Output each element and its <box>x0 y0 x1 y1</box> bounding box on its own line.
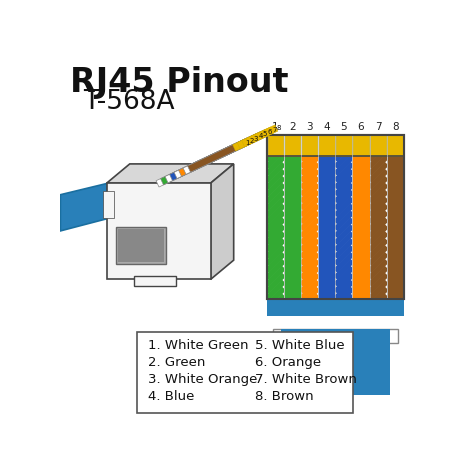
Text: RJ45 Pinout: RJ45 Pinout <box>70 66 288 99</box>
Bar <box>284 156 301 299</box>
Text: 6. Orange: 6. Orange <box>255 356 321 369</box>
Text: 4. Blue: 4. Blue <box>148 390 195 403</box>
Bar <box>137 332 353 413</box>
Polygon shape <box>165 140 245 183</box>
Text: 7. White Brown: 7. White Brown <box>255 373 357 386</box>
Text: 5: 5 <box>341 122 347 132</box>
Bar <box>353 156 370 299</box>
Polygon shape <box>156 145 236 187</box>
Polygon shape <box>183 132 263 174</box>
Text: 6: 6 <box>267 129 272 135</box>
Text: 3. White Orange: 3. White Orange <box>148 373 257 386</box>
Text: 4: 4 <box>258 134 263 139</box>
Text: 1. White Green: 1. White Green <box>148 339 249 352</box>
Polygon shape <box>170 138 249 181</box>
Text: 2. Green: 2. Green <box>148 356 206 369</box>
Bar <box>336 136 352 156</box>
Bar <box>103 191 114 218</box>
Bar <box>302 136 318 156</box>
Bar <box>273 329 398 343</box>
Bar <box>387 136 403 156</box>
Polygon shape <box>237 137 251 149</box>
Bar <box>267 136 283 156</box>
Bar <box>319 136 335 156</box>
Text: 3: 3 <box>306 122 313 132</box>
Text: 8: 8 <box>392 122 399 132</box>
Text: 7: 7 <box>272 127 276 133</box>
Text: 5. White Blue: 5. White Blue <box>255 339 345 352</box>
Polygon shape <box>61 183 110 231</box>
Polygon shape <box>260 127 273 138</box>
Text: 1: 1 <box>272 122 279 132</box>
Polygon shape <box>233 140 246 151</box>
Bar <box>387 156 404 299</box>
Text: T-568A: T-568A <box>83 89 175 115</box>
Bar <box>301 156 318 299</box>
Polygon shape <box>107 164 234 183</box>
Text: 6: 6 <box>358 122 365 132</box>
Bar <box>118 229 164 262</box>
Bar <box>267 299 404 316</box>
Polygon shape <box>179 134 258 176</box>
Bar <box>281 329 390 395</box>
Polygon shape <box>242 136 255 147</box>
Bar <box>267 135 404 299</box>
Text: 8: 8 <box>276 125 281 131</box>
Text: 5: 5 <box>263 131 267 137</box>
Bar <box>107 183 210 279</box>
Text: 2: 2 <box>249 137 254 144</box>
Bar <box>267 135 404 299</box>
Polygon shape <box>161 143 240 185</box>
Polygon shape <box>210 164 234 279</box>
Bar <box>318 156 335 299</box>
Text: 1: 1 <box>245 140 249 146</box>
Polygon shape <box>255 129 269 140</box>
Bar <box>370 136 386 156</box>
Bar <box>370 156 387 299</box>
Text: 7: 7 <box>375 122 382 132</box>
Text: 3: 3 <box>254 136 258 142</box>
Bar <box>285 136 301 156</box>
Polygon shape <box>264 125 278 136</box>
Bar <box>335 156 353 299</box>
Bar <box>116 227 166 264</box>
Text: 2: 2 <box>289 122 296 132</box>
Polygon shape <box>246 133 260 145</box>
Polygon shape <box>251 131 264 143</box>
Bar <box>353 136 369 156</box>
Bar <box>267 156 284 299</box>
Text: 4: 4 <box>323 122 330 132</box>
Polygon shape <box>174 136 254 179</box>
Bar <box>134 276 176 285</box>
Text: 8. Brown: 8. Brown <box>255 390 314 403</box>
Polygon shape <box>188 130 267 172</box>
